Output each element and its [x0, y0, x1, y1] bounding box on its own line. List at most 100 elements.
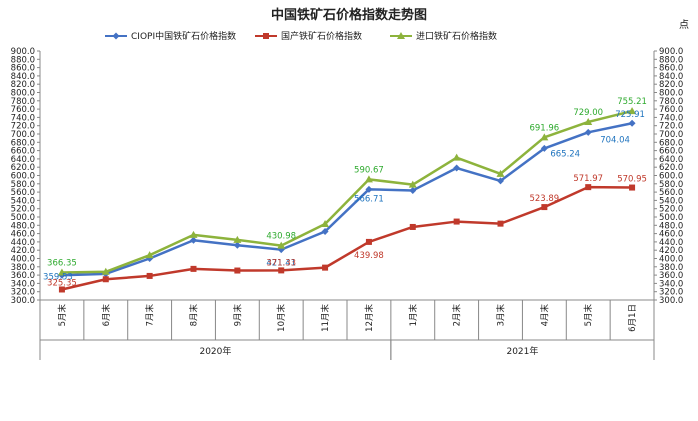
data-label: 729.00	[573, 108, 603, 118]
data-point	[190, 236, 197, 244]
y-tick-label-left: 420.0	[11, 246, 35, 256]
year-label: 2021年	[506, 345, 538, 357]
data-label: 359.53	[43, 272, 73, 282]
data-point	[101, 267, 110, 275]
y-tick-label-right: 360.0	[659, 271, 683, 281]
y-tick-label-left: 880.0	[11, 55, 35, 65]
legend-marker	[112, 32, 120, 40]
y-tick-label-right: 500.0	[659, 213, 683, 223]
y-tick-label-right: 460.0	[659, 230, 683, 240]
data-point	[365, 238, 372, 245]
data-label: 523.89	[529, 194, 559, 204]
legend-label: CIOPI中国铁矿石价格指数	[131, 30, 236, 42]
data-point	[585, 184, 592, 191]
y-tick-label-right: 700.0	[659, 130, 683, 140]
data-point	[540, 133, 549, 141]
series-1	[58, 184, 636, 293]
legend-marker	[397, 32, 405, 39]
y-tick-label-left: 560.0	[11, 188, 35, 198]
data-point	[629, 184, 636, 191]
y-tick-label-left: 740.0	[11, 113, 35, 123]
y-tick-label-left: 340.0	[11, 279, 35, 289]
data-point	[541, 204, 548, 211]
data-point	[497, 177, 504, 185]
y-tick-label-right: 840.0	[659, 72, 683, 82]
data-label: 371.33	[266, 258, 296, 268]
y-tick-label-left: 600.0	[11, 172, 35, 182]
data-point	[233, 241, 241, 249]
data-point	[278, 267, 285, 274]
data-point	[57, 268, 66, 276]
x-tick-label: 6月1日	[628, 304, 638, 332]
y-tick-label-left: 580.0	[11, 180, 35, 190]
x-tick-label: 5月末	[583, 304, 594, 327]
data-label: 430.98	[266, 232, 296, 242]
data-point	[497, 220, 504, 227]
y-tick-label-left: 800.0	[11, 89, 35, 99]
data-point	[364, 175, 373, 183]
y-tick-label-left: 900.0	[11, 47, 35, 57]
data-point	[102, 276, 109, 283]
y-tick-label-left: 640.0	[11, 155, 35, 165]
y-tick-label-left: 480.0	[11, 221, 35, 231]
y-tick-label-left: 680.0	[11, 138, 35, 148]
legend-label: 国产铁矿石价格指数	[281, 30, 362, 42]
x-tick-label: 2月末	[452, 304, 463, 327]
x-tick-label: 5月末	[57, 304, 68, 327]
legend-marker	[263, 33, 269, 39]
data-label: 366.35	[47, 258, 77, 268]
data-point	[321, 220, 330, 228]
data-point	[58, 286, 65, 293]
data-point	[189, 230, 198, 238]
y-tick-label-right: 400.0	[659, 255, 683, 265]
x-tick-label: 10月末	[276, 304, 287, 332]
data-point	[409, 186, 417, 194]
data-label: 755.21	[617, 97, 647, 107]
data-label: 570.95	[617, 175, 647, 185]
data-label: 421.41	[266, 259, 296, 269]
y-tick-label-right: 380.0	[659, 263, 683, 273]
y-tick-label-left: 360.0	[11, 271, 35, 281]
y-tick-label-right: 720.0	[659, 122, 683, 132]
y-tick-label-right: 320.0	[659, 288, 683, 298]
x-tick-label: 9月末	[232, 304, 243, 327]
data-point	[365, 185, 373, 193]
data-label: 704.04	[600, 135, 630, 145]
data-point	[145, 251, 154, 259]
data-point	[321, 228, 329, 236]
y-tick-label-left: 500.0	[11, 213, 35, 223]
x-tick-label: 6月末	[101, 304, 112, 327]
data-point	[584, 128, 592, 136]
data-point	[409, 223, 416, 230]
legend: CIOPI中国铁矿石价格指数 国产铁矿石价格指数 进口铁矿石价格指数	[105, 30, 497, 42]
y-tick-label-left: 720.0	[11, 122, 35, 132]
data-point	[234, 267, 241, 274]
x-tick-label: 11月末	[320, 304, 331, 332]
y-tick-label-right: 560.0	[659, 188, 683, 198]
y-tick-label-left: 860.0	[11, 64, 35, 74]
data-point	[540, 144, 548, 152]
data-point	[453, 218, 460, 225]
data-point	[496, 169, 505, 177]
data-label: 571.97	[573, 174, 603, 184]
y-tick-label-left: 440.0	[11, 238, 35, 248]
unit-label: 点	[679, 19, 689, 31]
data-label: 691.96	[529, 123, 559, 133]
y-tick-label-left: 540.0	[11, 196, 35, 206]
y-tick-label-right: 640.0	[659, 155, 683, 165]
y-tick-label-right: 540.0	[659, 196, 683, 206]
data-point	[584, 117, 593, 125]
data-point	[408, 180, 417, 188]
y-tick-label-left: 300.0	[11, 296, 35, 306]
data-label: 665.24	[550, 149, 580, 159]
y-tick-label-right: 800.0	[659, 89, 683, 99]
data-point	[628, 107, 637, 115]
y-tick-label-right: 440.0	[659, 238, 683, 248]
y-tick-label-left: 840.0	[11, 72, 35, 82]
data-point	[190, 265, 197, 272]
y-tick-label-right: 820.0	[659, 80, 683, 90]
series-line	[61, 185, 633, 291]
